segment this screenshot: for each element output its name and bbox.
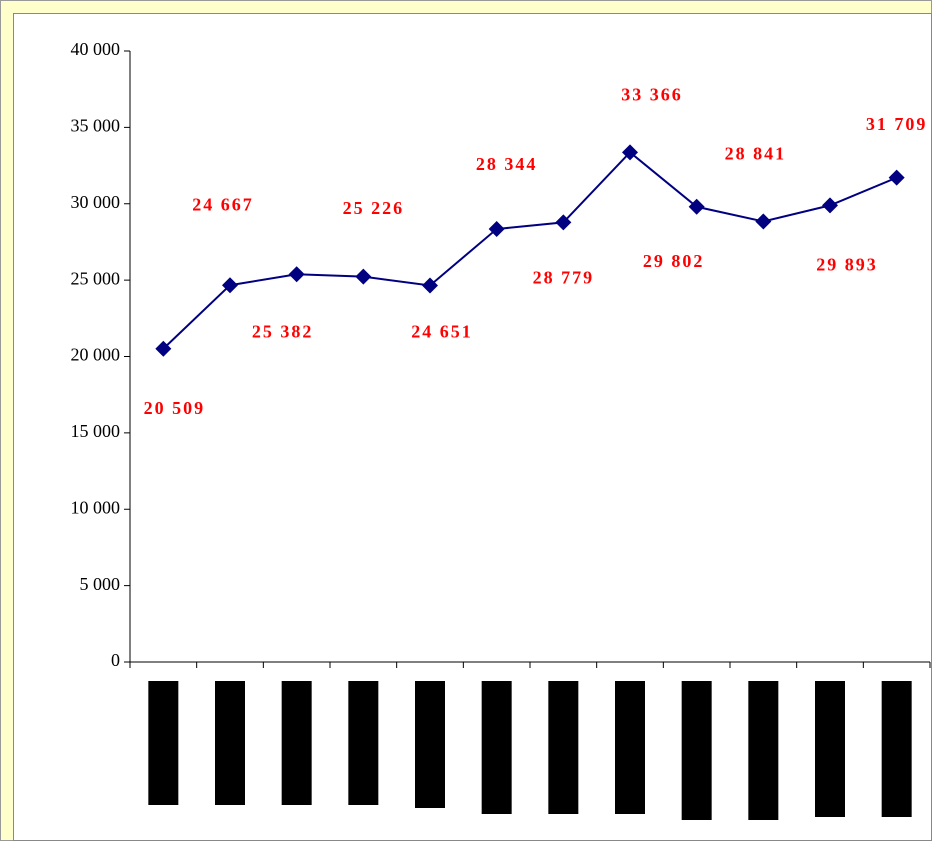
marker [622,144,638,161]
value-label: 25 226 [343,198,405,218]
marker [488,221,505,238]
redacted-label [281,681,312,805]
y-tick-label: 5 000 [80,574,121,594]
value-label: 28 841 [725,144,787,164]
value-label: 29 802 [643,251,705,271]
marker [755,213,772,230]
marker [288,266,305,283]
value-label: 28 344 [476,154,538,174]
marker [888,169,905,186]
value-label: 25 382 [252,321,314,341]
value-label: 29 893 [816,255,878,275]
y-tick-label: 15 000 [71,421,121,441]
redacted-label [548,681,579,814]
redacted-label [615,681,645,814]
y-tick-label: 30 000 [71,192,121,212]
redacted-label [415,681,445,808]
marker [222,277,238,294]
value-label: 24 667 [192,194,254,214]
marker [355,268,372,285]
redacted-label [481,681,512,814]
y-tick-label: 25 000 [71,268,121,288]
value-label: 33 366 [621,84,683,104]
redacted-label [881,681,912,817]
y-tick-label: 10 000 [71,497,121,517]
marker [155,340,172,357]
y-tick-label: 40 000 [71,39,121,59]
marker [555,214,572,231]
marker [688,198,705,215]
redacted-label [348,681,379,805]
redacted-label [215,681,245,805]
marker [822,197,838,214]
y-tick-label: 0 [111,650,120,670]
value-label: 31 709 [866,114,928,134]
value-label: 20 509 [144,398,206,418]
value-label: 28 779 [533,268,595,288]
value-label: 24 651 [411,322,473,342]
y-tick-label: 35 000 [71,116,121,136]
redacted-label [148,681,179,805]
marker [422,277,438,294]
y-tick-label: 20 000 [71,345,121,365]
redacted-label [815,681,845,817]
redacted-label [748,681,779,820]
line [162,150,898,350]
redacted-label [681,681,712,820]
